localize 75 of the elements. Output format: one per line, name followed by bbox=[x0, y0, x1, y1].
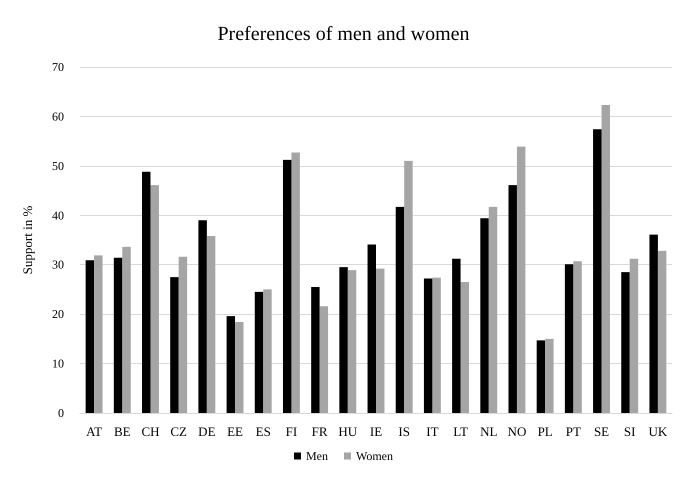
x-tick-label: AT bbox=[86, 424, 102, 439]
bar bbox=[564, 264, 574, 413]
bar bbox=[291, 152, 300, 413]
bar bbox=[602, 105, 610, 413]
bar bbox=[424, 278, 432, 413]
bar bbox=[460, 282, 470, 413]
bar bbox=[263, 289, 272, 413]
x-tick-label: LT bbox=[453, 424, 468, 439]
x-tick-label: CZ bbox=[170, 424, 188, 439]
bar bbox=[508, 185, 517, 413]
x-tick-label: FI bbox=[286, 424, 298, 439]
y-axis-title: Support in % bbox=[20, 206, 35, 274]
y-tick-label: 70 bbox=[52, 60, 64, 74]
bar bbox=[235, 322, 244, 413]
x-tick-label: CH bbox=[141, 424, 160, 439]
bar bbox=[226, 316, 236, 413]
bar bbox=[320, 306, 328, 413]
x-tick-label: DE bbox=[198, 424, 216, 439]
y-tick-label: 50 bbox=[52, 158, 64, 173]
legend-label: Women bbox=[356, 449, 394, 463]
bar bbox=[488, 206, 498, 413]
x-tick-label: IT bbox=[426, 424, 439, 439]
bar bbox=[348, 270, 356, 413]
x-tick-label: UK bbox=[648, 424, 668, 439]
y-tick-label: 10 bbox=[52, 356, 64, 371]
bar bbox=[480, 218, 489, 413]
bar bbox=[376, 268, 384, 413]
x-tick-label: FR bbox=[312, 424, 328, 439]
x-tick-label: EE bbox=[227, 424, 244, 439]
x-tick-label: PT bbox=[566, 424, 581, 439]
x-tick-label: BE bbox=[114, 424, 131, 439]
x-tick-label: SI bbox=[624, 424, 636, 439]
y-tick-label: 20 bbox=[52, 307, 64, 322]
bar bbox=[593, 129, 602, 413]
bar bbox=[142, 172, 150, 413]
bar bbox=[311, 286, 320, 413]
y-tick-label: 30 bbox=[52, 258, 64, 272]
bar bbox=[94, 255, 103, 413]
bar bbox=[339, 267, 348, 413]
bar bbox=[206, 236, 216, 413]
bar bbox=[122, 246, 131, 413]
bar bbox=[198, 220, 207, 413]
bar bbox=[658, 250, 666, 413]
x-tick-label: NO bbox=[508, 424, 526, 439]
y-tick-label: 60 bbox=[52, 109, 64, 124]
bar bbox=[254, 292, 264, 413]
legend-label: Men bbox=[306, 449, 328, 463]
bar bbox=[396, 206, 404, 413]
x-tick-label: HU bbox=[338, 424, 358, 439]
bar bbox=[573, 261, 582, 413]
x-tick-label: NL bbox=[480, 424, 498, 439]
bar bbox=[536, 340, 546, 413]
x-tick-label: ES bbox=[256, 424, 271, 439]
x-tick-label: IE bbox=[370, 424, 382, 439]
bar bbox=[368, 244, 376, 413]
bar bbox=[432, 278, 441, 413]
y-tick-label: 0 bbox=[58, 406, 64, 420]
bar bbox=[630, 258, 638, 413]
bar bbox=[516, 146, 526, 413]
bar bbox=[170, 277, 179, 413]
bar bbox=[452, 258, 461, 413]
x-tick-label: PL bbox=[538, 424, 553, 439]
x-tick-label: IS bbox=[398, 424, 410, 439]
chart-title: Preferences of men and women bbox=[217, 23, 470, 45]
bar bbox=[86, 260, 94, 413]
x-tick-label: SE bbox=[594, 424, 610, 439]
bar bbox=[150, 185, 159, 413]
bar bbox=[114, 258, 122, 413]
bar bbox=[545, 338, 554, 413]
bar bbox=[178, 256, 188, 413]
bar bbox=[621, 272, 630, 413]
bar bbox=[282, 160, 292, 413]
y-tick-label: 40 bbox=[52, 208, 64, 222]
bar bbox=[649, 234, 658, 413]
bar bbox=[404, 160, 413, 413]
